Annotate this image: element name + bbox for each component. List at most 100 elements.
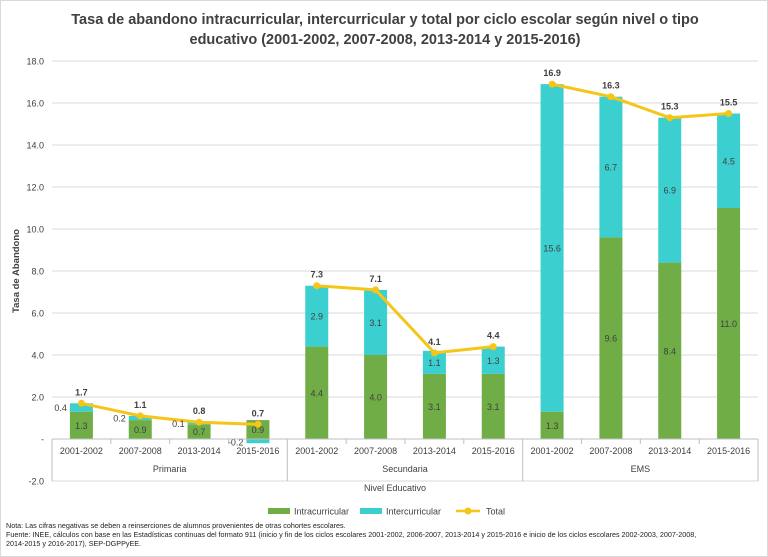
data-label-intracurricular: 1.3 xyxy=(546,421,559,431)
x-category-label: 2001-2002 xyxy=(531,446,574,456)
total-point xyxy=(725,110,733,117)
bar-intercurricular xyxy=(599,96,623,238)
data-label-total: 7.1 xyxy=(369,274,382,284)
data-label-intracurricular: 0.9 xyxy=(134,425,147,435)
bar-intracurricular xyxy=(717,208,741,439)
data-label-intracurricular: 0.7 xyxy=(193,427,206,437)
note-line-1: Nota: Las cifras negativas se deben a re… xyxy=(6,521,346,530)
source-note: Nota: Las cifras negativas se deben a re… xyxy=(6,521,766,548)
bars xyxy=(69,84,741,444)
data-label-total: 16.3 xyxy=(602,81,620,91)
bar-intracurricular xyxy=(305,346,329,439)
data-label-intercurricular: 1.3 xyxy=(487,356,500,366)
gridlines xyxy=(52,60,758,482)
total-point xyxy=(666,114,674,122)
x-axis-title: Nivel Educativo xyxy=(364,483,426,493)
x-category-label: 2001-2002 xyxy=(60,446,103,456)
total-line-segment xyxy=(81,401,258,426)
total-point xyxy=(430,349,438,357)
data-label-total: 0.7 xyxy=(252,408,265,418)
y-tick-label: -2.0 xyxy=(28,477,44,487)
data-label-intracurricular: 0.9 xyxy=(252,425,265,435)
data-label-total: 4.1 xyxy=(428,337,441,347)
x-category-label: 2013-2014 xyxy=(648,446,691,456)
data-label-intracurricular: 4.4 xyxy=(310,388,323,398)
x-group-label: Secundaria xyxy=(382,464,428,474)
x-category-label: 2007-2008 xyxy=(119,446,162,456)
bar-intracurricular xyxy=(187,424,211,439)
bar-intercurricular xyxy=(305,285,329,347)
data-label-intracurricular: 11.0 xyxy=(720,319,737,329)
data-label-intracurricular: 3.1 xyxy=(428,402,441,412)
data-label-intercurricular: 0.4 xyxy=(54,403,67,413)
data-label-intracurricular: 1.3 xyxy=(75,421,88,431)
data-label-intercurricular: 6.9 xyxy=(663,186,676,196)
bar-intracurricular xyxy=(540,411,564,439)
x-group-label: Primaria xyxy=(153,464,187,474)
bar-intracurricular xyxy=(658,262,682,439)
bar-intercurricular xyxy=(246,439,270,444)
x-category-label: 2007-2008 xyxy=(354,446,397,456)
data-label-total: 16.9 xyxy=(543,68,561,78)
bar-intercurricular xyxy=(540,84,564,412)
data-label-total: 1.1 xyxy=(134,400,147,410)
x-group-label: EMS xyxy=(631,464,651,474)
y-tick-label: 18.0 xyxy=(26,57,44,67)
legend-label-intracurricular: Intracurricular xyxy=(294,507,349,517)
y-tick-label: 8.0 xyxy=(31,267,44,277)
data-label-intercurricular: 6.7 xyxy=(605,163,618,173)
bar-intracurricular xyxy=(422,373,446,439)
bar-intracurricular xyxy=(128,420,152,439)
y-tick-label: 2.0 xyxy=(31,393,44,403)
y-tick-label: - xyxy=(41,435,44,445)
bar-intercurricular xyxy=(717,113,741,208)
data-label-intercurricular: 1.1 xyxy=(428,358,441,368)
total-point xyxy=(489,343,497,351)
data-label-intercurricular: 4.5 xyxy=(722,156,735,166)
y-tick-label: 16.0 xyxy=(26,99,44,109)
data-label-intercurricular: 0.1 xyxy=(172,419,185,429)
note-line-2: Fuente: INEE, cálculos con base en las E… xyxy=(6,530,697,539)
data-label-intracurricular: 3.1 xyxy=(487,402,500,412)
bar-intracurricular xyxy=(481,373,505,439)
total-point xyxy=(195,418,203,426)
data-label-total: 1.7 xyxy=(75,387,88,397)
legend-label-intercurricular: Intercurricular xyxy=(386,507,441,517)
x-category-label: 2013-2014 xyxy=(178,446,221,456)
bar-intercurricular xyxy=(69,403,93,412)
x-category-label: 2015-2016 xyxy=(472,446,515,456)
y-tick-label: 12.0 xyxy=(26,183,44,193)
data-label-intercurricular: -0.2 xyxy=(228,438,244,448)
bar-intercurricular xyxy=(422,350,446,374)
bar-intracurricular xyxy=(599,237,623,439)
total-point xyxy=(254,420,262,428)
bar-intracurricular xyxy=(364,355,388,439)
data-label-intracurricular: 9.6 xyxy=(605,334,618,344)
total-line-segment xyxy=(316,284,494,355)
data-label-intercurricular: 2.9 xyxy=(310,312,323,322)
bar-intracurricular xyxy=(69,411,93,439)
total-point xyxy=(77,399,85,407)
data-label-total: 4.4 xyxy=(487,331,500,341)
chart-title-line-1: Tasa de abandono intracurricular, interc… xyxy=(71,12,699,28)
x-category-label: 2007-2008 xyxy=(589,446,632,456)
bar-intercurricular xyxy=(364,289,388,355)
data-label-total: 0.8 xyxy=(193,406,206,416)
data-label-total: 7.3 xyxy=(310,270,323,280)
total-line xyxy=(77,80,733,428)
legend-marker-total xyxy=(464,507,472,515)
total-point xyxy=(313,282,321,290)
axes: -2.0-2.04.06.08.010.012.014.016.018.0Tas… xyxy=(11,57,759,493)
x-category-label: 2015-2016 xyxy=(707,446,750,456)
legend-swatch-intercurricular xyxy=(360,508,382,514)
y-tick-label: 4.0 xyxy=(31,351,44,361)
y-axis-title: Tasa de Abandono xyxy=(11,229,22,313)
total-point xyxy=(372,286,380,294)
legend-label-total: Total xyxy=(486,507,505,517)
note-line-3: 2014-2015 y 2016-2017), SEP-DGPPyEE. xyxy=(6,539,142,548)
bar-intercurricular xyxy=(658,117,682,263)
data-label-intracurricular: 8.4 xyxy=(663,346,676,356)
data-label-intracurricular: 4.0 xyxy=(369,393,382,403)
